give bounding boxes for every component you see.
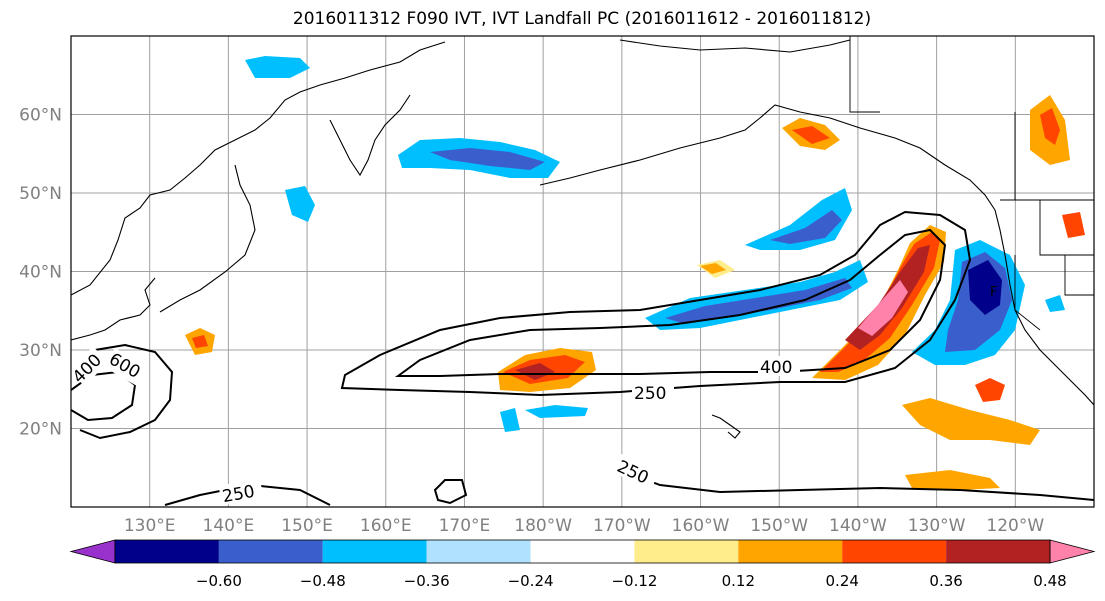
latitude-label: 50°N [19,184,62,204]
colorbar-segment [322,540,427,563]
negative-region-upper-core [770,210,842,244]
colorbar-segment [426,540,531,563]
colorbar-segment [115,540,219,563]
border-state-2 [1064,255,1094,296]
longitude-label: 150°W [750,516,808,536]
negative-region-northwest-core [665,278,852,324]
colorbar: −0.60 −0.48 −0.36 −0.24 −0.12 0.12 0.24 0.36 0.4… [69,539,1096,590]
coastlines [71,39,1094,439]
map-frame [70,35,1095,508]
contour-label-400-east: 400 [760,358,792,378]
negative-region-small-north [245,56,310,78]
positive-region-small-east [1062,212,1085,238]
positive-region-gulf-of-alaska-core [792,126,830,144]
negative-region-small-subtropical [525,405,588,418]
positive-region-main-band-peak [858,280,908,336]
contour-label-f: F [990,285,997,300]
colorbar-tick-label: −0.24 [508,572,554,590]
colorbar-segment [634,540,739,563]
correlation-shading [185,56,1085,490]
longitude-label: 140°E [203,516,255,536]
map-title: 2016011312 F090 IVT, IVT Landfall PC (20… [292,9,872,29]
colorbar-tick-label: 0.24 [826,572,859,590]
longitude-labels: 130°E 140°E 150°E 160°E 170°E 180°W 170°W 160°W… [124,516,1045,536]
colorbar-frame [114,539,1051,564]
positive-region-subtropical-east-core [975,378,1005,402]
longitude-label: 160°E [360,516,412,536]
colorbar-segment [530,540,635,563]
colorbar-tick-label: 0.36 [929,572,962,590]
border-alaska-canada [849,36,880,113]
coastline-north-america-west [994,209,1094,406]
coastline-arctic-north [619,39,851,53]
longitude-label: 180°W [514,516,572,536]
latitude-label: 30°N [19,341,62,361]
coastline-kamchatka [329,94,411,177]
latitude-labels: 60°N 50°N 40°N 30°N 20°N [19,106,62,440]
political-borders [849,36,1094,331]
positive-region-small-yellow-core [700,263,726,274]
positive-region-subtropical-east [902,398,1040,445]
colorbar-segment [738,540,843,563]
contour-label-250-center: 250 [634,384,666,404]
coastline-alaska [539,104,996,211]
contour-label-bg-250-center [632,382,674,402]
contour-label-bg-250-south [218,478,264,506]
coastline-japan [159,164,256,313]
colorbar-extend-high [1049,539,1096,564]
contour-label-bg-400-east [758,356,800,376]
longitude-label: 150°E [281,516,333,536]
contour-400 [394,228,947,377]
negative-region-small-midlat [285,186,315,222]
colorbar-tick-label: 0.12 [722,572,755,590]
colorbar-tick-label: −0.12 [611,572,657,590]
coastline-asia [71,41,446,296]
contour-label-bg-250-east [612,454,660,490]
colorbar-tick-label: −0.60 [196,572,242,590]
latitude-label: 20°N [19,420,62,440]
negative-region-aleutian-core [430,148,545,170]
colorbar-segment [946,540,1050,563]
negative-region-california-peak [968,260,1002,315]
longitude-label: 160°W [672,516,730,536]
graticule [71,36,1094,507]
coastline-hawaii [711,414,741,439]
colorbar-tick-label: −0.36 [404,572,450,590]
positive-region-dateline-peak [515,363,555,380]
latitude-label: 40°N [19,263,62,283]
contour-label-bg-600 [104,347,148,387]
contour-600-southwest [71,370,137,422]
coastline-korea-china [71,277,156,341]
colorbar-segment [842,540,947,563]
border-state-3 [1014,255,1041,331]
positive-region-southern-strip [905,470,1000,490]
colorbar-tick-label: 0.48 [1033,572,1066,590]
contour-250-southwest [71,343,174,440]
contour-label-bg-400-west [71,346,109,387]
longitude-label: 170°W [593,516,651,536]
latitude-label: 60°N [19,106,62,126]
colorbar-tick-label: −0.48 [300,572,346,590]
colorbar-extend-low [69,539,116,564]
positive-region-japan-south-core [192,335,208,348]
colorbar-segment [218,540,323,563]
negative-region-small-east [1045,295,1065,312]
longitude-label: 130°E [124,516,176,536]
longitude-label: 130°W [908,516,966,536]
negative-region-small-hawaii [500,408,520,432]
longitude-label: 170°E [439,516,491,536]
contour-250-loop [433,479,468,505]
longitude-label: 120°W [986,516,1044,536]
positive-region-western-canada-core [1040,108,1060,145]
border-state-1 [1039,200,1094,256]
longitude-label: 140°W [829,516,887,536]
contour-250-south-east [619,469,1094,501]
